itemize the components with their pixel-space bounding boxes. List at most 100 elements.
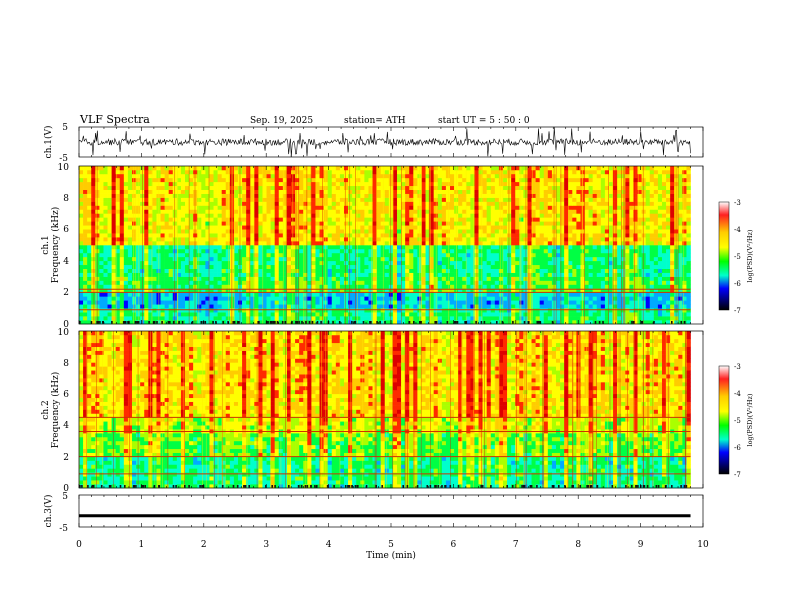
spectrogram-cell (356, 229, 361, 234)
spectrogram-cell (494, 300, 500, 305)
spectrogram-cell (527, 248, 532, 254)
spectrogram-cell (79, 292, 84, 297)
spectrogram-cell (254, 217, 259, 222)
spectrogram-cell (127, 308, 133, 313)
spectrogram-cell (278, 260, 284, 266)
spectrogram-cell (625, 308, 630, 313)
spectrogram-cell (429, 288, 434, 293)
spectrogram-cell (262, 213, 267, 218)
spectrogram-cell (482, 304, 487, 309)
spectrogram-cell (613, 260, 618, 266)
spectrogram-cell (682, 316, 687, 321)
spectrogram-cell (413, 260, 418, 266)
spectrogram-cell (596, 288, 602, 293)
spectrogram-cell (653, 217, 659, 222)
spectrogram-cell (180, 229, 186, 234)
spectrogram-cell (425, 213, 430, 218)
spectrogram-cell (617, 264, 622, 269)
spectrogram-cell (682, 272, 687, 277)
spectrogram-cell (462, 280, 467, 285)
spectrogram-cell (555, 316, 561, 321)
spectrogram-cell (384, 213, 390, 218)
spectrogram-cell (466, 252, 471, 258)
spectrogram-cell (290, 225, 296, 230)
spectrogram-cell (380, 205, 386, 210)
spectrogram-cell (290, 252, 296, 258)
spectrogram-cell (107, 229, 112, 234)
spectrogram-cell (478, 268, 483, 273)
spectrogram-cell (242, 312, 247, 317)
spectrogram-cell (213, 193, 218, 198)
spectrogram-cell (250, 276, 255, 281)
spectrogram-cell (523, 284, 528, 289)
spectrogram-cell (91, 276, 96, 281)
spectrogram-cell (637, 268, 642, 273)
spectrogram-cell (213, 245, 218, 250)
spectrogram-cell (327, 245, 333, 250)
spectrogram-cell (596, 213, 602, 218)
spectrogram-cell (490, 268, 496, 273)
spectrogram-cell (604, 248, 610, 254)
spectrogram-cell (511, 276, 516, 281)
spectrogram-cell (527, 241, 532, 246)
spectrogram-cell (409, 233, 414, 238)
spectrogram-cell (645, 260, 651, 266)
spectrogram-cell (286, 197, 292, 202)
spectrogram-cell (119, 233, 125, 238)
spectrogram-cell (637, 221, 642, 226)
spectrogram-cell (629, 316, 634, 321)
spectrogram-cell (584, 229, 589, 234)
spectrogram-cell (678, 237, 683, 242)
spectrogram-cell (649, 284, 655, 289)
spectrogram-cell (596, 316, 602, 321)
spectrogram-cell (670, 237, 675, 242)
spectrogram-cell (144, 260, 149, 266)
spectrogram-cell (445, 248, 451, 254)
spectrogram-cell (425, 221, 430, 226)
spectrogram-cell (221, 316, 227, 321)
spectrogram-cell (311, 225, 316, 230)
spectrogram-cell (339, 237, 345, 242)
spectrogram-cell (482, 252, 487, 258)
spectrogram-cell (189, 217, 194, 222)
spectrogram-cell (315, 237, 320, 242)
spectrogram-cell (303, 280, 308, 285)
spectrogram-cell (409, 205, 414, 210)
spectrogram-cell (670, 268, 675, 273)
spectrogram-cell (250, 284, 255, 289)
spectrogram-cell (95, 193, 100, 198)
spectrogram-cell (205, 213, 210, 218)
spectrogram-cell (478, 205, 483, 210)
spectrogram-cell (209, 268, 214, 273)
spectrogram-cell (197, 229, 202, 234)
spectrogram-cell (290, 296, 296, 301)
spectrogram-cell (299, 213, 304, 218)
spectrogram-cell (311, 280, 316, 285)
spectrogram-cell (360, 296, 365, 301)
spectrogram-cell (123, 284, 129, 289)
spectrogram-cell (201, 316, 206, 321)
spectrogram-cell (519, 280, 524, 285)
spectrogram-cell (584, 300, 589, 305)
spectrogram-cell (413, 209, 418, 214)
spectrogram-cell (197, 237, 202, 242)
spectrogram-cell (95, 201, 100, 206)
spectrogram-cell (547, 316, 553, 321)
spectrogram-cell (429, 213, 434, 218)
spectrogram-cell (217, 248, 222, 254)
spectrogram-cell (258, 213, 263, 218)
spectrogram-cell (547, 229, 553, 234)
spectrogram-cell (327, 209, 333, 214)
spectrogram-cell (79, 213, 84, 218)
spectrogram-cell (221, 304, 227, 309)
spectrogram-cell (258, 268, 263, 273)
spectrogram-cell (339, 248, 345, 254)
spectrogram-cell (352, 197, 357, 202)
spectrogram-cell (295, 248, 300, 254)
spectrogram-cell (258, 229, 263, 234)
spectrogram-cell (364, 300, 369, 305)
spectrogram-cell (535, 304, 540, 309)
spectrogram-cell (352, 280, 357, 285)
spectrogram-cell (458, 300, 463, 305)
spectrogram-cell (123, 280, 129, 285)
